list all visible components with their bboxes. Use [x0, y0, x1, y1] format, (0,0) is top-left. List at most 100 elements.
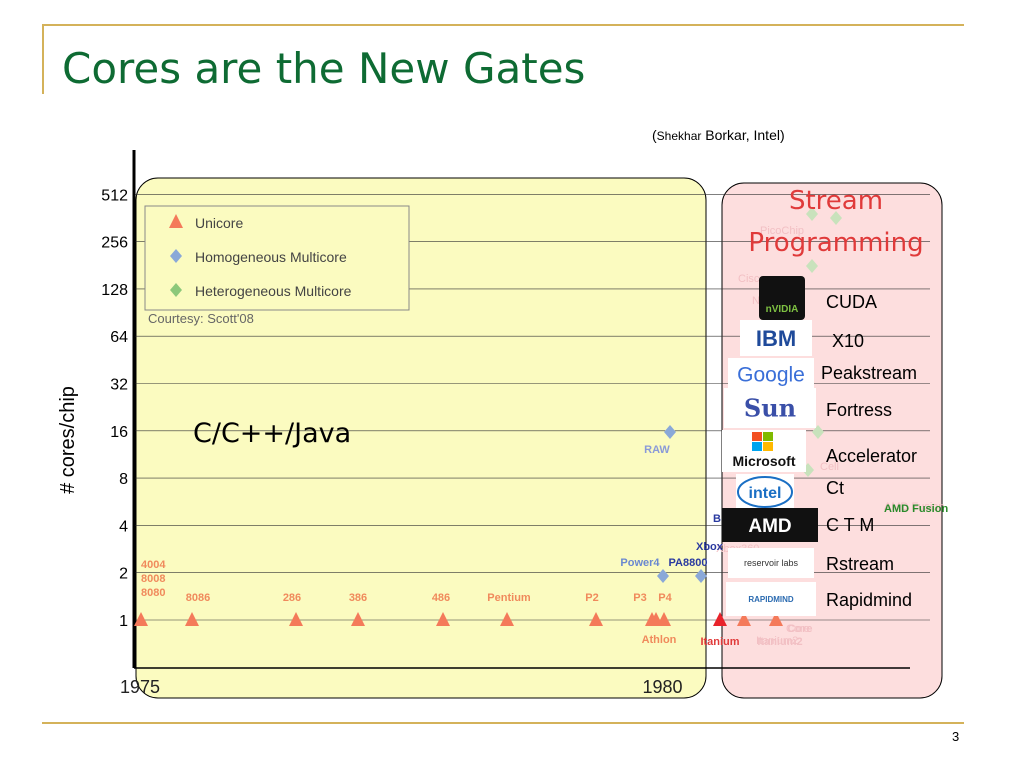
vendor-logo-amd: AMD — [722, 508, 818, 542]
vendor-logo-bg-reservoir-labs — [728, 548, 814, 578]
unicore-label-0-1: 8008 — [141, 573, 165, 585]
vendor-product-microsoft: Accelerator — [826, 446, 917, 466]
ms-logo-blue — [752, 442, 762, 451]
unicore-marker-6 — [589, 612, 603, 626]
faint-label-4: AMD Fusion — [884, 501, 945, 513]
y-tick-label-128: 128 — [101, 282, 128, 299]
vendor-logo-bg-sun — [724, 388, 816, 428]
ms-logo-red — [752, 432, 762, 441]
heterogeneous-faint-marker-0 — [830, 211, 842, 225]
ms-logo-yellow — [763, 442, 773, 451]
unicore-label-2-0: 286 — [283, 592, 301, 604]
vendor-product-rapidmind: Rapidmind — [826, 590, 912, 610]
unicore-marker-10 — [713, 612, 727, 626]
vendor-product-intel: Ct — [826, 478, 844, 498]
vendor-logo-bg-google — [728, 358, 814, 390]
homogeneous-label-pa8800: PA8800 — [669, 557, 708, 569]
vendor-logo-rapidmind: RAPIDMIND — [726, 582, 816, 616]
unicore-marker-5 — [500, 612, 514, 626]
vendor-logo-ring-intel — [737, 476, 793, 508]
heterogeneous-label-amd-fusion: AMD Fusion — [884, 503, 948, 515]
vendor-logo-ibm: IBM — [740, 320, 812, 356]
unicore-label-0-0: 4004 — [141, 559, 166, 571]
faint-label-0: PicoChip — [760, 225, 804, 237]
y-tick-label-2: 2 — [119, 566, 128, 583]
heterogeneous-faint-marker-3 — [812, 425, 824, 439]
homogeneous-marker-1 — [657, 569, 669, 583]
unicore-label-9-0: P4 — [658, 592, 672, 604]
vendor-logo-bg-intel — [736, 474, 794, 510]
stream-title-line-1: Stream — [789, 186, 883, 216]
vendor-logo-text-google: Google — [737, 364, 805, 387]
vendor-product-nvidia: CUDA — [826, 292, 877, 312]
unicore-marker-1 — [185, 612, 199, 626]
vendor-logo-text-microsoft: Microsoft — [733, 453, 796, 469]
homogeneous-label-b: B — [713, 513, 721, 525]
y-tick-label-32: 32 — [110, 377, 128, 394]
unicore-label-8-0: Athlon — [642, 634, 677, 646]
legend-box — [144, 205, 410, 311]
unicore-label-7-0: P3 — [633, 592, 646, 604]
vendor-logo-microsoft: Microsoft — [722, 430, 806, 472]
vendor-product-amd: C T M — [826, 515, 874, 535]
unicore-marker-11 — [737, 612, 751, 626]
vendor-logo-bg-amd — [722, 508, 818, 542]
unicore-marker-4 — [436, 612, 450, 626]
frame-top-line — [42, 24, 964, 26]
legend-heterogeneous-marker — [170, 283, 182, 297]
y-tick-label-8: 8 — [119, 471, 128, 488]
faint-label-1: Cisco — [738, 273, 766, 285]
unicore-label-11-0: Itanium2 — [757, 636, 802, 648]
legend-unicore-marker — [169, 214, 183, 228]
unicore-marker-3 — [351, 612, 365, 626]
y-axis-title: # cores/chip — [57, 386, 79, 494]
homogeneous-marker-2 — [695, 569, 707, 583]
vendor-logo-intel: intel — [736, 474, 794, 510]
y-tick-label-64: 64 — [110, 329, 128, 346]
frame-left-line — [42, 24, 44, 94]
vendor-logo-bg-rapidmind — [726, 582, 816, 616]
stream-title-line-2: Programming — [748, 228, 923, 258]
vendor-product-ibm: X10 — [832, 331, 864, 351]
y-tick-label-4: 4 — [119, 518, 128, 535]
vendor-logo-text-nvidia: nVIDIA — [766, 304, 799, 315]
legend-note: Courtesy: Scott'08 — [148, 311, 254, 326]
vendor-logo-bg-nvidia — [759, 276, 805, 320]
vendor-logo-nvidia: nVIDIA — [759, 276, 805, 320]
unicore-label-5-0: Pentium — [487, 592, 531, 604]
y-tick-label-512: 512 — [101, 187, 128, 204]
vendor-logo-text-rapidmind: RAPIDMIND — [748, 595, 794, 604]
credit-open: ( — [652, 127, 657, 143]
unicore-label-10-0: Itanium — [700, 636, 739, 648]
unicore-label-1-0: 8086 — [186, 592, 210, 604]
legend-homogeneous-label: Homogeneous Multicore — [195, 249, 347, 265]
legend-heterogeneous-label: Heterogeneous Multicore — [195, 283, 352, 299]
vendor-logo-text-ibm: IBM — [756, 326, 796, 351]
heterogeneous-faint-marker-2 — [806, 259, 818, 273]
vendor-product-google: Peakstream — [821, 363, 917, 383]
legend-unicore-label: Unicore — [195, 215, 243, 231]
unicore-marker-0 — [134, 612, 148, 626]
vendor-logo-text-amd: AMD — [748, 516, 791, 537]
vendor-logo-text-sun: Sun — [744, 394, 796, 423]
x-tick-label-1980: 1980 — [642, 677, 682, 697]
credit-small: Shekhar — [656, 129, 702, 143]
ms-logo-green — [763, 432, 773, 441]
heterogeneous-faint-marker-1 — [806, 207, 818, 221]
legend-homogeneous-marker — [170, 249, 182, 263]
vendor-logo-text-reservoir-labs: reservoir labs — [744, 558, 799, 568]
slide-title: Cores are the New Gates — [62, 44, 586, 93]
credit-line: (Shekhar Borkar, Intel) — [652, 127, 785, 143]
unicore-marker-12 — [769, 612, 783, 626]
vendor-product-sun: Fortress — [826, 400, 892, 420]
frame-bottom-line — [42, 722, 964, 724]
unicore-label-6-0: P2 — [585, 592, 598, 604]
homogeneous-label-power4: Power4 — [620, 557, 660, 569]
unicore-marker-9 — [657, 612, 671, 626]
x-tick-label-1975: 1975 — [120, 677, 160, 697]
unicore-label-0-2: 8080 — [141, 587, 165, 599]
faint-label-6: Core — [786, 623, 810, 635]
y-tick-label-16: 16 — [110, 424, 128, 441]
unicore-label-12-0: Core — [787, 623, 812, 635]
